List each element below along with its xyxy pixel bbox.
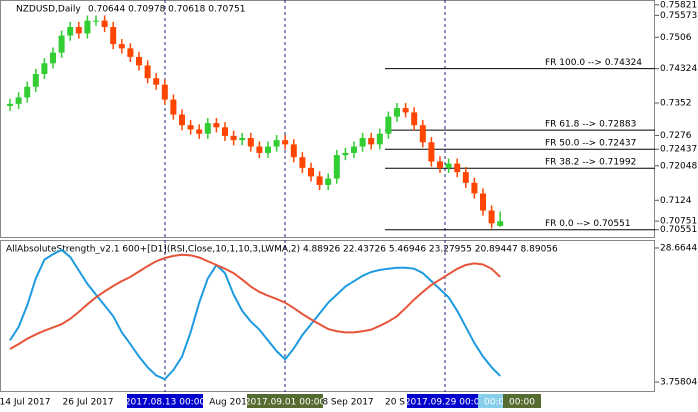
y-tick-label: 0.7276: [660, 131, 692, 141]
candle-body: [351, 146, 357, 153]
candle-body: [153, 78, 160, 85]
candle-body: [342, 152, 349, 156]
candle-body: [50, 52, 56, 64]
x-tick-label: 14 Jul 2017: [0, 398, 50, 408]
candle-body: [411, 112, 418, 126]
strength-line: [9, 248, 501, 381]
y-tick-label: 0.70751: [660, 217, 697, 227]
y-tick-label: 0.7124: [660, 196, 692, 206]
candle-body: [325, 178, 332, 185]
y-tick-label: 0.72048: [660, 161, 697, 171]
candle-body: [454, 163, 461, 173]
x-tick-label: 8 Sep 2017: [322, 398, 373, 408]
main-panel: [0, 0, 655, 238]
candle-body: [204, 123, 211, 134]
candle-body: [179, 114, 185, 126]
candle-body: [282, 140, 289, 145]
y-tick-label: 0.75821: [660, 0, 697, 10]
candle-body: [333, 155, 340, 179]
candle-body: [376, 133, 383, 145]
oscillator-panel: [0, 240, 655, 392]
candle-body: [110, 27, 117, 45]
candle-body: [161, 84, 168, 100]
candle-body: [359, 137, 366, 147]
candle-body: [32, 73, 39, 87]
y-tick-label: 0.72437: [660, 145, 697, 155]
fib-label: FR 61.8 --> 0.72883: [545, 120, 636, 130]
x-label-highlight: [127, 394, 203, 408]
candle-body: [187, 125, 194, 130]
fib-label: FR 38.2 --> 0.71992: [545, 158, 636, 168]
candle-body: [7, 103, 13, 106]
x-tick-label: 20 S: [385, 398, 405, 408]
candle-body: [394, 108, 400, 117]
candle-body: [15, 97, 22, 104]
y-tick-label: 3.75804: [660, 378, 697, 388]
candle-body: [308, 167, 314, 177]
x-tick-label: 26 Jul 2017: [63, 398, 114, 408]
candle-body: [290, 144, 297, 158]
header-values: 0.70644 0.70978 0.70618 0.70751: [88, 5, 245, 15]
candle-body: [497, 221, 504, 226]
candle-body: [230, 135, 237, 141]
candle-body: [239, 137, 246, 141]
x-label-highlight: [503, 394, 541, 408]
candle-body: [419, 125, 426, 143]
oscillator-title: AllAbsoluteStrength_v2.1 600+[D1](RSI,Cl…: [6, 245, 558, 255]
candle-body: [24, 86, 31, 98]
y-tick-label: 0.74324: [660, 64, 697, 74]
x-tick-label: 2017.08.13 00:00: [125, 398, 206, 408]
candle-body: [213, 123, 220, 128]
candle-body: [402, 108, 409, 113]
x-tick-label: 00:00: [509, 398, 535, 408]
y-tick-label: 0.75573: [660, 11, 697, 21]
candle-body: [118, 44, 125, 49]
candle-body: [75, 27, 82, 34]
candle-body: [462, 172, 469, 183]
chart-title: NZDUSD,Daily: [16, 5, 81, 15]
candle-body: [437, 161, 443, 168]
x-tick-label: Aug 201: [209, 398, 247, 408]
candle-body: [256, 146, 263, 153]
candle-body: [93, 20, 99, 22]
candle-body: [67, 27, 74, 36]
candle-body: [247, 137, 254, 147]
x-tick-label: 2017.09.29 00:00: [405, 398, 486, 408]
y-tick-label: 0.7506: [660, 33, 692, 43]
candle-body: [299, 157, 306, 168]
candle-body: [368, 137, 375, 145]
fib-label: FR 100.0 --> 0.74324: [545, 58, 642, 68]
x-label-highlight: [247, 394, 323, 408]
candle-body: [58, 35, 65, 53]
y-tick-label: 0.7352: [660, 98, 692, 108]
candle-body: [170, 99, 177, 115]
candle-body: [316, 176, 323, 185]
fib-label: FR 0.0 --> 0.70551: [545, 219, 631, 229]
candle-body: [222, 127, 228, 136]
y-tick-label: 28.6644: [660, 243, 697, 253]
candle-body: [471, 182, 478, 194]
x-label-highlight: [407, 394, 483, 408]
candle-body: [273, 140, 280, 147]
candle-body: [480, 193, 486, 211]
candle-body: [428, 142, 435, 162]
candle-body: [196, 129, 203, 134]
candle-body: [445, 163, 452, 168]
candle-body: [144, 65, 151, 79]
x-tick-label: 00:00: [484, 398, 510, 408]
fib-label: FR 50.0 --> 0.72437: [545, 139, 636, 149]
candle-body: [385, 116, 392, 134]
strength-line: [9, 253, 501, 350]
candle-body: [265, 146, 271, 153]
candle-body: [84, 20, 91, 34]
date-markers: [164, 0, 446, 392]
y-tick-label: 0.70551: [660, 225, 697, 235]
candle-body: [41, 63, 48, 74]
x-tick-label: 2017.09.01 00:00: [245, 398, 326, 408]
candle-body: [136, 56, 142, 66]
candle-body: [127, 48, 134, 57]
candle-body: [101, 20, 108, 28]
candle-body: [488, 210, 495, 224]
